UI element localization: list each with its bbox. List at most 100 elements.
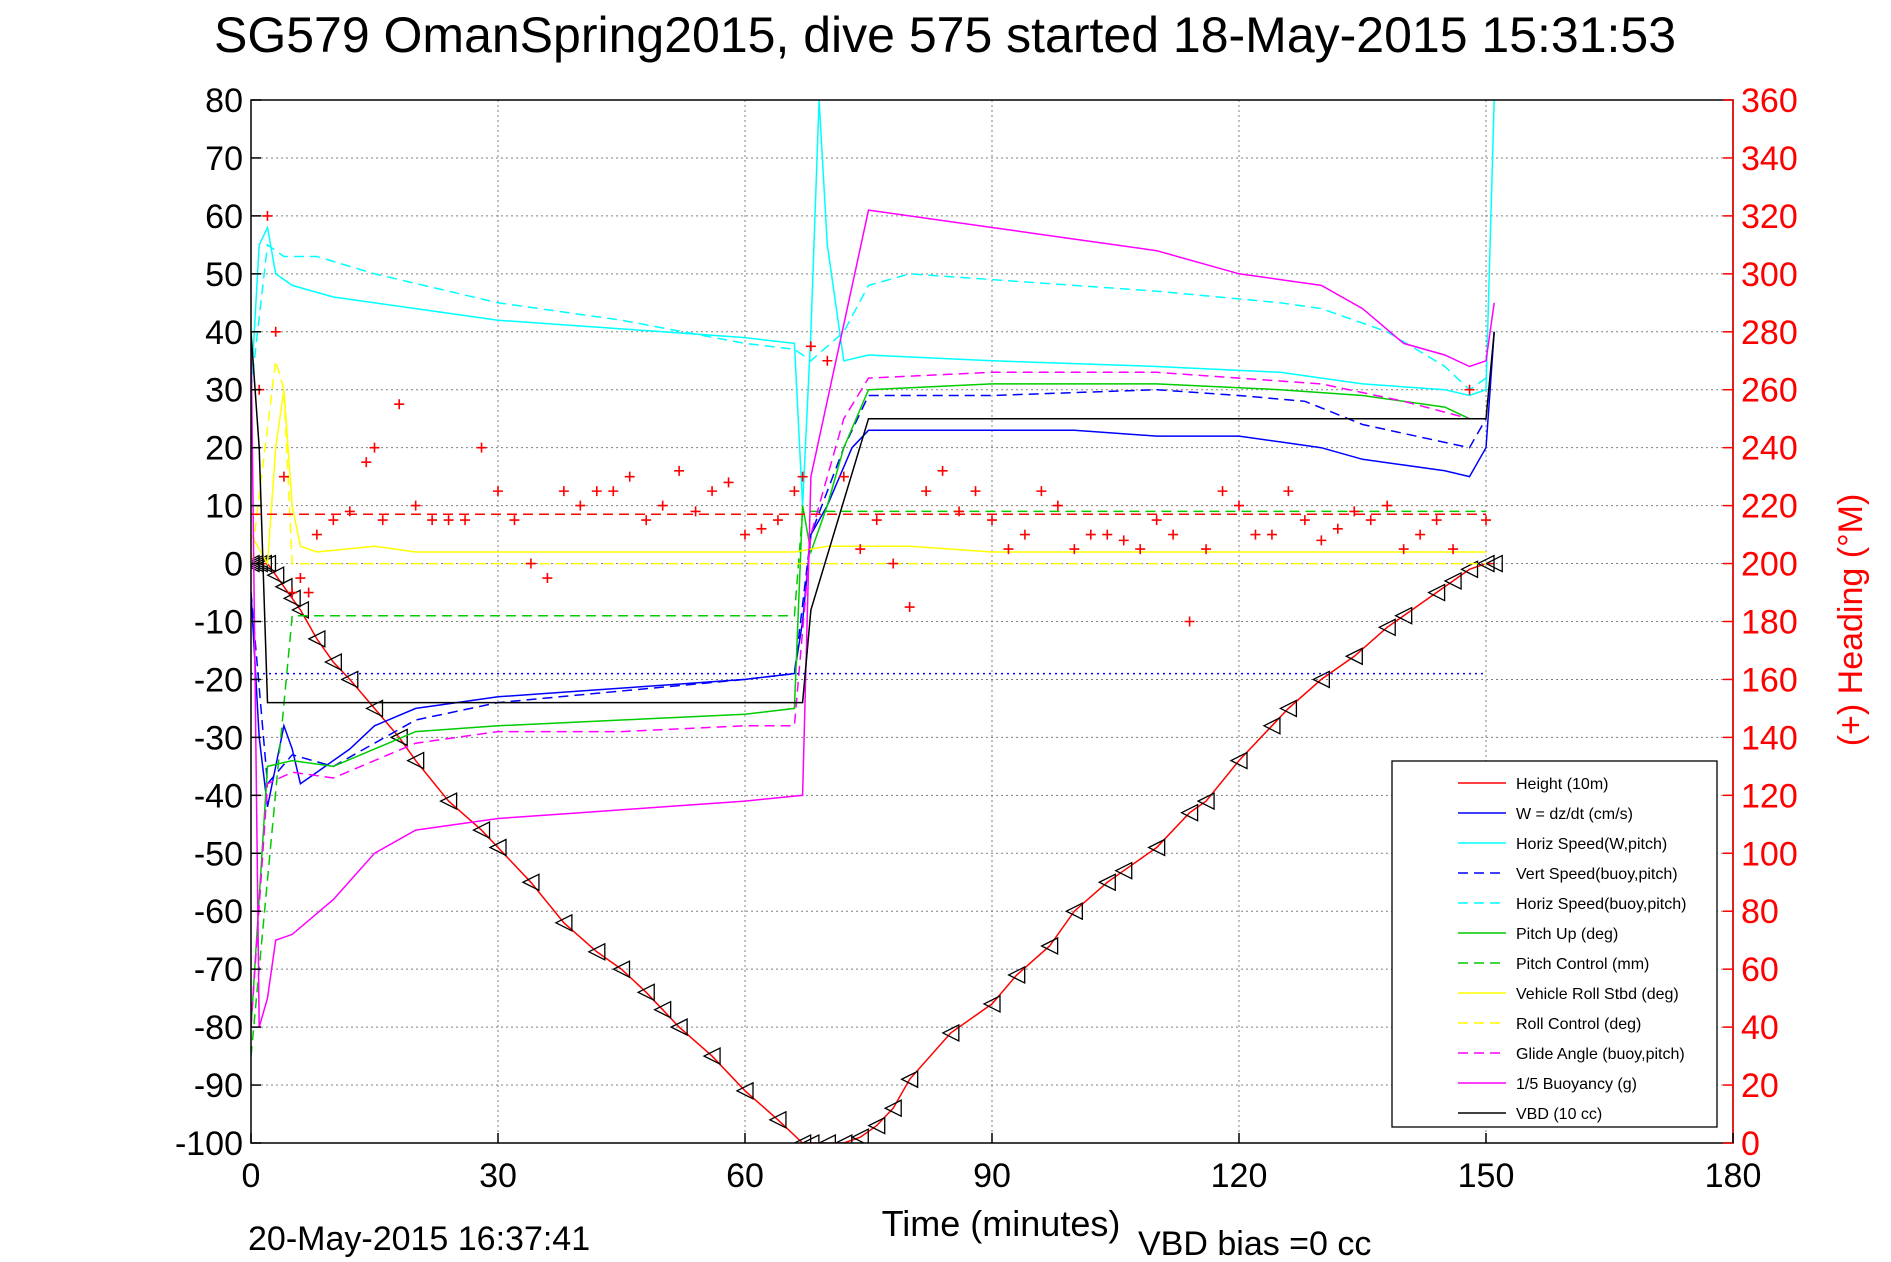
series-horiz-speed-w-pitch [251, 100, 1495, 506]
legend-label: Roll Control (deg) [1516, 1016, 1641, 1033]
data-point [834, 1133, 853, 1143]
data-point [1118, 535, 1129, 546]
data-point [365, 699, 384, 718]
data-point [1448, 544, 1459, 555]
legend-label: Vert Speed(buoy,pitch) [1516, 866, 1678, 883]
data-point [871, 515, 882, 526]
series-pitch-up-deg [251, 383, 1486, 1028]
data-point [361, 457, 372, 468]
y-right-tick-label: 220 [1741, 488, 1798, 526]
data-point [1365, 515, 1376, 526]
series-vehicle-roll-stbd-deg [251, 389, 1486, 567]
chart-title: SG579 OmanSpring2015, dive 575 started 1… [214, 7, 1676, 63]
series-line [251, 243, 1487, 391]
y-right-tick-label: 140 [1741, 719, 1798, 757]
y-right-tick-label: 20 [1741, 1067, 1779, 1105]
data-point [542, 573, 553, 584]
y-tick-label: -70 [194, 951, 243, 989]
series-1-5-buoyancy-g [251, 209, 1495, 1028]
y-right-tick-label: 180 [1741, 604, 1798, 642]
data-point [394, 399, 405, 410]
data-point [575, 500, 586, 511]
data-point [1040, 936, 1059, 956]
legend-label: Vehicle Roll Stbd (deg) [1516, 986, 1679, 1003]
y-tick-label: -80 [194, 1009, 243, 1047]
legend-label: Horiz Speed(buoy,pitch) [1516, 896, 1686, 913]
data-point [1196, 792, 1215, 811]
x-axis-label: Time (minutes) [882, 1203, 1121, 1244]
data-point [476, 442, 487, 453]
data-point [838, 471, 849, 482]
data-point [904, 602, 915, 613]
series-w-dz-dt-cm-s [251, 331, 1495, 808]
data-point [1114, 861, 1133, 880]
data-point [636, 983, 655, 1002]
data-point [1217, 486, 1228, 497]
data-point [311, 529, 322, 540]
data-point [1168, 529, 1179, 540]
y-tick-label: 20 [205, 430, 243, 468]
data-point [262, 210, 273, 221]
data-point [460, 515, 471, 526]
data-point [1135, 544, 1146, 555]
data-point [789, 486, 800, 497]
y-right-tick-label: 100 [1741, 835, 1798, 873]
y-tick-label: -60 [194, 893, 243, 931]
data-point [987, 515, 997, 526]
data-point [822, 355, 833, 366]
data-point [669, 1018, 688, 1037]
x-tick-label: 150 [1458, 1157, 1515, 1195]
series-line [251, 510, 1486, 1057]
data-point [723, 477, 734, 488]
y-tick-label: -100 [175, 1125, 243, 1163]
data-point [488, 838, 507, 857]
data-point [1036, 486, 1047, 497]
x-tick-label: 0 [242, 1157, 261, 1195]
data-point [1349, 506, 1360, 517]
data-point [1147, 838, 1166, 857]
data-point [921, 486, 932, 497]
data-point [1431, 515, 1442, 526]
legend-label: Pitch Up (deg) [1516, 926, 1618, 943]
y-tick-label: -30 [194, 719, 243, 757]
legend-label: 1/5 Buoyancy (g) [1516, 1076, 1637, 1093]
legend-item: Vert Speed(buoy,pitch) [1458, 866, 1678, 883]
data-point [690, 506, 701, 517]
data-point [287, 587, 298, 598]
data-point [1085, 529, 1096, 540]
series-pitch-control-mm [251, 510, 1486, 1057]
y-right-tick-label: 300 [1741, 256, 1798, 294]
data-point [855, 544, 866, 555]
data-point [970, 486, 981, 497]
data-point [1415, 529, 1426, 540]
data-point [888, 558, 899, 569]
data-point [1019, 529, 1030, 540]
y-right-tick-label: 120 [1741, 777, 1798, 815]
legend-item: Horiz Speed(buoy,pitch) [1458, 896, 1686, 913]
data-point [290, 600, 310, 619]
y-tick-label: 0 [224, 546, 243, 584]
x-axis: 0 30 60 90 120 150 180 [242, 1133, 1762, 1195]
y-right-tick-label: 360 [1741, 82, 1798, 120]
y-tick-label: 60 [205, 198, 243, 236]
series-vert-speed-buoy-pitch [251, 388, 1487, 786]
data-point [1476, 554, 1495, 573]
data-point [1064, 902, 1083, 921]
data-point [1052, 500, 1063, 511]
y-right-tick-label: 340 [1741, 140, 1798, 178]
data-point [1097, 873, 1116, 892]
data-point [608, 486, 619, 497]
data-point [427, 515, 438, 526]
legend-item: Glide Angle (buoy,pitch) [1458, 1046, 1685, 1063]
x-tick-label: 120 [1211, 1157, 1268, 1195]
data-point [850, 1128, 869, 1143]
y-tick-label: 30 [205, 372, 243, 410]
data-point [1250, 529, 1261, 540]
data-point [653, 1000, 672, 1019]
series-line [251, 331, 1495, 704]
data-point [1299, 515, 1310, 526]
x-tick-label: 180 [1705, 1157, 1762, 1195]
y-tick-label: 50 [205, 256, 243, 294]
y-right-tick-label: 240 [1741, 430, 1798, 468]
y-tick-label: -90 [194, 1067, 243, 1105]
